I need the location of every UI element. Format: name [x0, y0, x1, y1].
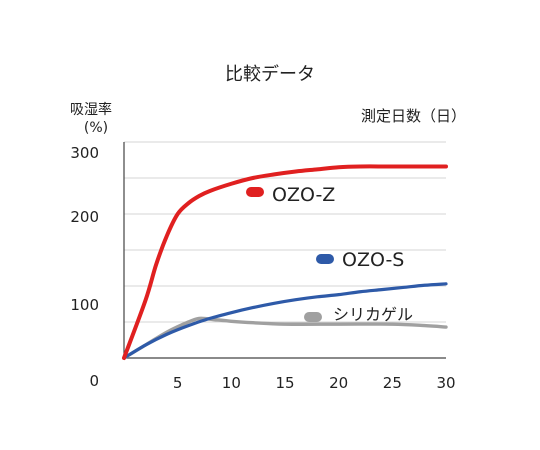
x-tick-label-2: 15 — [275, 374, 294, 392]
x-tick-labels: 5 10 15 20 25 30 — [173, 374, 456, 392]
series-line-2 — [122, 316, 448, 360]
y-axis-label: 吸湿率 — [70, 101, 112, 118]
y-tick-label-1: 100 — [70, 296, 99, 314]
x-tick-label-4: 25 — [383, 374, 402, 392]
x-tick-label-5: 30 — [436, 374, 455, 392]
legend-swatch-1 — [316, 254, 334, 264]
legend-swatch-0 — [246, 187, 264, 197]
x-tick-label-3: 20 — [329, 374, 348, 392]
y-tick-label-2: 200 — [70, 208, 99, 226]
y-tick-label-0: 0 — [89, 372, 99, 390]
series-lines — [122, 164, 448, 360]
x-tick-label-0: 5 — [173, 374, 183, 392]
legend-swatch-2 — [304, 312, 322, 322]
series-line-0 — [122, 164, 448, 360]
series-line-1 — [122, 282, 448, 360]
legend-label-2: シリカゲル — [333, 305, 413, 324]
chart-title: 比較データ — [225, 64, 315, 85]
x-tick-label-1: 10 — [222, 374, 241, 392]
legend-label-0: OZO-Z — [272, 184, 335, 206]
y-tick-label-3: 300 — [70, 144, 99, 162]
legend: OZO-Z OZO-S シリカゲル — [246, 184, 413, 324]
legend-label-1: OZO-S — [342, 249, 404, 271]
axes — [123, 142, 446, 359]
x-axis-label: 測定日数（日） — [361, 107, 466, 125]
y-tick-labels: 0 100 200 300 — [70, 144, 99, 390]
y-axis-unit: (%) — [84, 120, 108, 136]
